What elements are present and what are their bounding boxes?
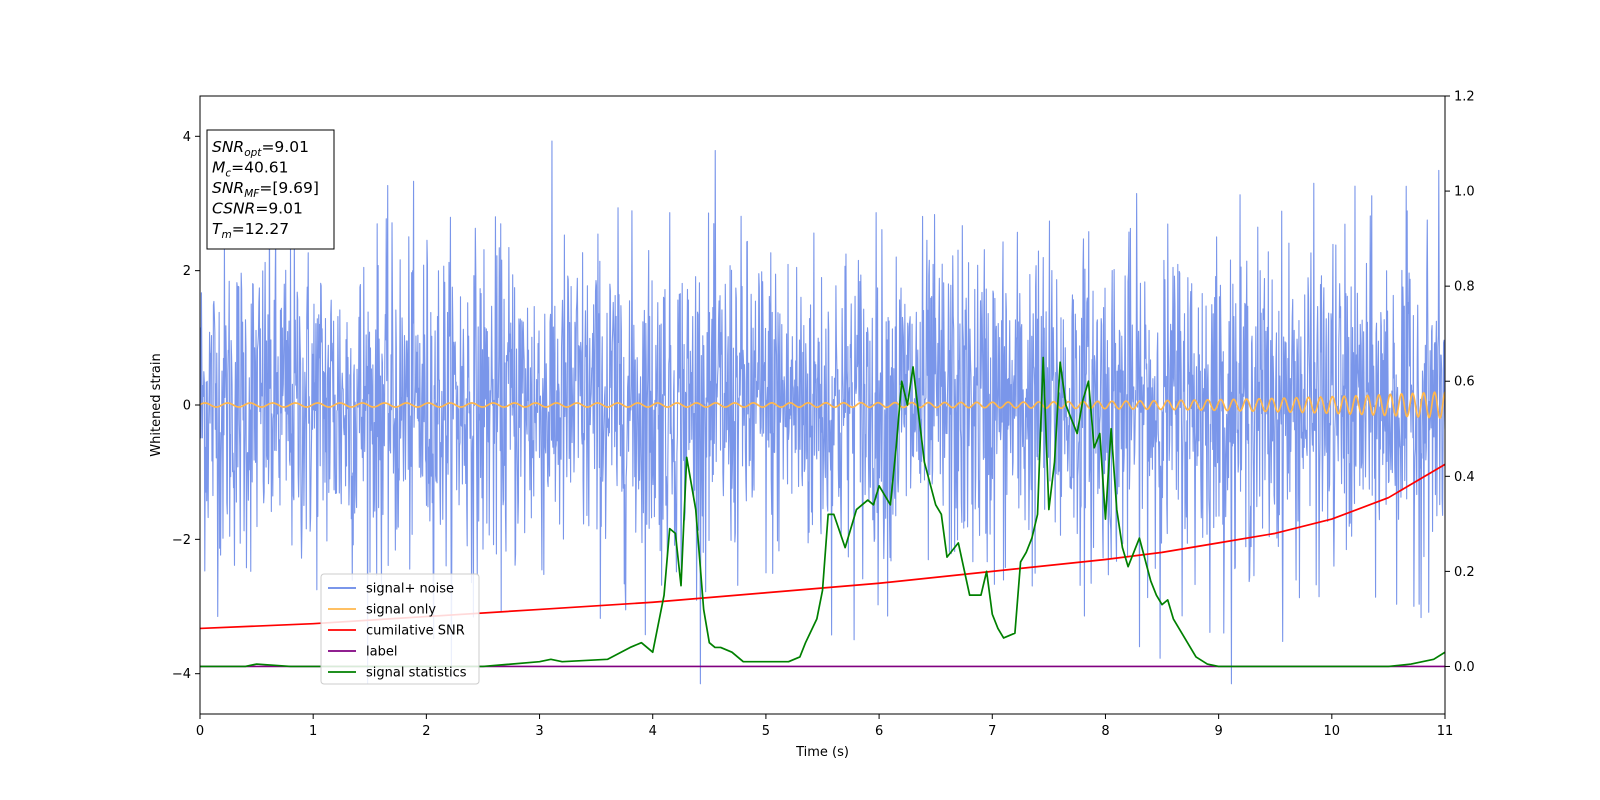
y2-tick-label: 0.0 <box>1454 660 1475 675</box>
info-box-line: SNRMF=[9.69] <box>212 179 319 200</box>
y-axis-title: Whitened strain <box>149 353 164 456</box>
y2-tick-label: 1.0 <box>1454 185 1475 200</box>
x-tick-label: 8 <box>1101 724 1109 739</box>
x-tick-label: 2 <box>422 724 430 739</box>
x-tick-label: 6 <box>875 724 883 739</box>
y2-tick-label: 0.8 <box>1454 280 1475 295</box>
legend: signal+ noise signal only cumilative SNR la… <box>320 573 480 685</box>
x-tick-label: 4 <box>649 724 657 739</box>
y-tick-label: 0 <box>183 399 191 414</box>
y-tick-label: 2 <box>183 264 191 279</box>
x-tick-label: 3 <box>535 724 543 739</box>
x-tick-label: 9 <box>1214 724 1222 739</box>
y2-tick-label: 0.4 <box>1454 470 1475 485</box>
y2-tick-label: 1.2 <box>1454 90 1475 105</box>
legend-label: signal statistics <box>366 666 467 681</box>
x-tick-label: 11 <box>1437 724 1454 739</box>
info-box: SNRopt=9.01Mc=40.61SNRMF=[9.69]CSNR=9.01… <box>206 129 335 250</box>
legend-label: signal+ noise <box>366 582 454 597</box>
axes-layer: 0 1 2 3 4 5 6 7 8 9 10 11 −4 −2 0 2 4 0.0 0.2 0.4 0.6 0.8 1.0 1… <box>172 90 1475 740</box>
info-box-line: CSNR=9.01 <box>212 200 303 218</box>
info-box-line: Mc=40.61 <box>212 159 289 180</box>
y-tick-label: 4 <box>183 130 191 145</box>
y2-tick-label: 0.2 <box>1454 565 1475 580</box>
series-line-signal-noise <box>200 140 1445 685</box>
y-tick-label: −2 <box>172 533 191 548</box>
y-tick-label: −4 <box>172 667 191 682</box>
x-tick-label: 1 <box>309 724 317 739</box>
x-tick-label: 7 <box>988 724 996 739</box>
legend-label: label <box>366 645 397 660</box>
info-box-line: Tm=12.27 <box>212 220 289 241</box>
info-box-line: SNRopt=9.01 <box>212 138 309 159</box>
legend-label: cumilative SNR <box>366 624 465 639</box>
x-axis-title: Time (s) <box>795 745 849 760</box>
legend-label: signal only <box>366 603 436 618</box>
series-line-signal-statistics <box>200 356 1445 668</box>
series-line-signal-only <box>200 391 1445 419</box>
info-box-frame <box>206 129 335 250</box>
x-tick-label: 5 <box>762 724 770 739</box>
legend-frame <box>320 573 480 685</box>
y2-tick-label: 0.6 <box>1454 375 1475 390</box>
x-tick-label: 10 <box>1324 724 1341 739</box>
x-tick-label: 0 <box>196 724 204 739</box>
